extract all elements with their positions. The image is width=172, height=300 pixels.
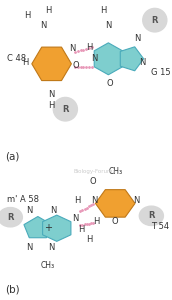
Text: O: O xyxy=(90,177,96,186)
Text: T 54: T 54 xyxy=(151,222,169,231)
Text: H: H xyxy=(45,6,51,15)
Text: H: H xyxy=(48,101,55,110)
Circle shape xyxy=(143,8,167,32)
Circle shape xyxy=(0,208,22,227)
Text: N: N xyxy=(48,90,55,99)
Text: H: H xyxy=(23,58,29,67)
Text: G 15: G 15 xyxy=(151,68,171,77)
Text: N: N xyxy=(91,54,98,63)
Polygon shape xyxy=(120,47,144,71)
Circle shape xyxy=(139,206,163,226)
Polygon shape xyxy=(94,43,122,75)
Text: H: H xyxy=(86,43,93,52)
Text: R: R xyxy=(148,211,155,220)
Text: +: + xyxy=(44,223,52,233)
Text: C 48: C 48 xyxy=(7,54,26,63)
Text: N: N xyxy=(134,34,141,43)
Circle shape xyxy=(53,98,77,121)
Text: O: O xyxy=(107,80,113,88)
Polygon shape xyxy=(95,190,135,217)
Text: H: H xyxy=(86,235,93,244)
Text: N: N xyxy=(69,44,76,53)
Text: H: H xyxy=(100,6,106,15)
Text: N: N xyxy=(26,243,33,252)
Polygon shape xyxy=(24,217,52,238)
Polygon shape xyxy=(43,215,71,241)
Text: O: O xyxy=(72,61,79,70)
Text: R: R xyxy=(152,16,158,25)
Text: (a): (a) xyxy=(5,151,20,161)
Text: H: H xyxy=(24,11,31,20)
Text: CH₃: CH₃ xyxy=(108,167,122,176)
Text: H: H xyxy=(74,196,81,205)
Text: O: O xyxy=(112,217,119,226)
Text: N: N xyxy=(50,206,57,215)
Text: R: R xyxy=(62,105,69,114)
Text: (b): (b) xyxy=(5,284,20,295)
Text: N: N xyxy=(40,21,46,30)
Polygon shape xyxy=(32,47,71,81)
Text: N: N xyxy=(133,196,139,205)
Text: N: N xyxy=(91,196,98,205)
Text: N: N xyxy=(139,58,146,67)
Text: R: R xyxy=(7,213,14,222)
Text: CH₃: CH₃ xyxy=(41,261,55,270)
Text: H: H xyxy=(93,217,100,226)
Text: Biology-Forums: Biology-Forums xyxy=(73,169,116,174)
Text: N: N xyxy=(48,243,55,252)
Text: N: N xyxy=(72,214,79,223)
Text: N: N xyxy=(105,21,112,30)
Text: H: H xyxy=(78,225,84,234)
Text: N: N xyxy=(26,206,33,215)
Text: m' A 58: m' A 58 xyxy=(7,195,39,204)
